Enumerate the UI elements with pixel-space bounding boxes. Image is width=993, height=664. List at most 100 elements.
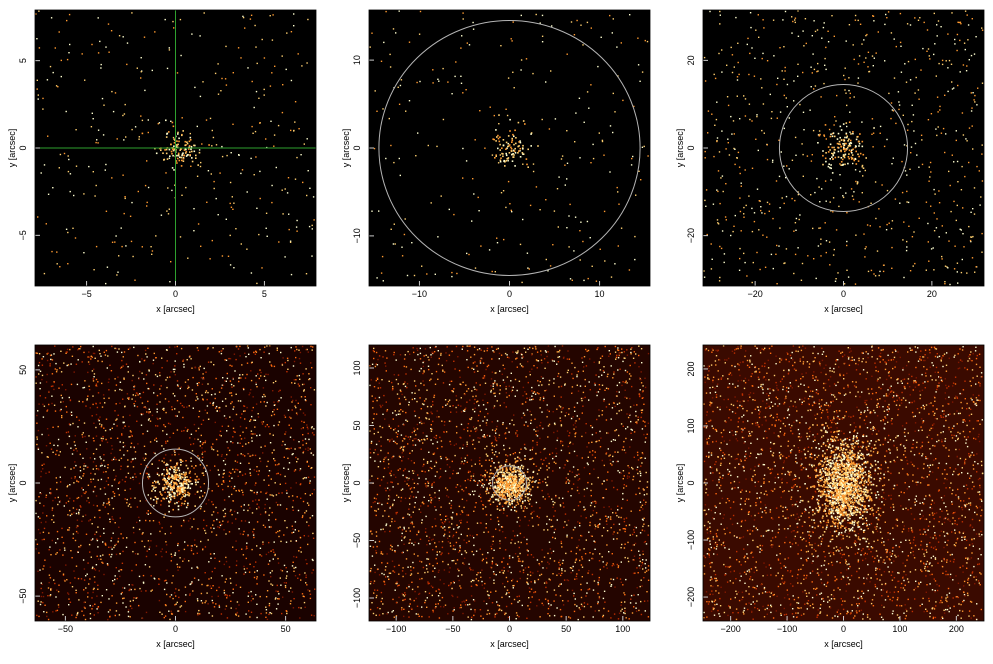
image-pixel bbox=[286, 527, 287, 528]
image-pixel bbox=[760, 78, 761, 79]
image-pixel bbox=[50, 595, 51, 596]
image-pixel bbox=[178, 506, 180, 508]
image-pixel bbox=[255, 131, 256, 132]
image-pixel bbox=[229, 566, 230, 567]
image-pixel bbox=[83, 615, 84, 616]
image-pixel bbox=[762, 19, 763, 20]
image-pixel bbox=[964, 176, 965, 177]
image-pixel bbox=[44, 560, 45, 561]
image-pixel bbox=[249, 456, 250, 457]
image-pixel bbox=[83, 193, 84, 194]
image-pixel bbox=[126, 364, 127, 365]
image-pixel bbox=[527, 253, 528, 254]
image-pixel bbox=[162, 460, 163, 461]
image-pixel bbox=[188, 520, 189, 521]
image-pixel bbox=[875, 218, 876, 219]
image-pixel bbox=[908, 61, 909, 62]
image-pixel bbox=[260, 613, 261, 614]
image-pixel bbox=[123, 454, 124, 455]
image-pixel bbox=[850, 140, 852, 142]
image-pixel bbox=[852, 163, 853, 164]
image-pixel bbox=[286, 69, 287, 70]
image-pixel bbox=[901, 161, 902, 162]
image-pixel bbox=[207, 349, 208, 350]
image-pixel bbox=[539, 599, 540, 600]
image-pixel bbox=[263, 394, 264, 395]
image-pixel bbox=[55, 554, 56, 555]
image-pixel bbox=[558, 586, 559, 587]
image-pixel bbox=[250, 158, 251, 159]
image-pixel bbox=[258, 413, 259, 414]
image-pixel bbox=[125, 481, 126, 482]
image-pixel bbox=[291, 274, 292, 275]
image-pixel bbox=[157, 376, 158, 377]
image-pixel bbox=[378, 210, 379, 211]
image-pixel bbox=[70, 414, 71, 415]
image-pixel bbox=[230, 403, 231, 404]
image-pixel bbox=[37, 544, 38, 545]
image-pixel bbox=[82, 458, 83, 459]
image-pixel bbox=[118, 488, 119, 489]
image-pixel bbox=[63, 542, 64, 543]
image-pixel bbox=[631, 164, 632, 165]
image-pixel bbox=[243, 494, 244, 495]
image-pixel bbox=[739, 270, 740, 271]
image-pixel bbox=[634, 259, 635, 260]
image-pixel bbox=[797, 76, 798, 77]
image-pixel bbox=[507, 160, 509, 162]
image-pixel bbox=[243, 405, 244, 406]
image-pixel bbox=[204, 492, 205, 493]
image-pixel bbox=[504, 165, 506, 167]
image-pixel bbox=[183, 359, 184, 360]
image-pixel bbox=[380, 406, 381, 407]
image-pixel bbox=[570, 278, 571, 279]
image-pixel bbox=[93, 118, 94, 119]
image-pixel bbox=[230, 203, 231, 204]
image-pixel bbox=[873, 273, 874, 274]
image-pixel bbox=[211, 531, 212, 532]
image-pixel bbox=[169, 149, 171, 151]
image-pixel bbox=[221, 524, 222, 525]
image-pixel bbox=[288, 591, 289, 592]
image-pixel bbox=[386, 357, 387, 358]
image-pixel bbox=[124, 587, 125, 588]
image-pixel bbox=[293, 365, 294, 366]
image-pixel bbox=[510, 470, 511, 471]
image-pixel bbox=[282, 357, 283, 358]
image-pixel bbox=[238, 377, 239, 378]
image-pixel bbox=[230, 264, 231, 265]
image-pixel bbox=[724, 253, 725, 254]
image-pixel bbox=[59, 571, 60, 572]
image-pixel bbox=[73, 482, 74, 483]
image-pixel bbox=[165, 426, 166, 427]
image-pixel bbox=[124, 445, 125, 446]
image-pixel bbox=[561, 546, 562, 547]
image-pixel bbox=[266, 596, 267, 597]
image-pixel bbox=[900, 42, 901, 43]
image-pixel bbox=[57, 531, 58, 532]
image-pixel bbox=[102, 406, 103, 407]
image-pixel bbox=[216, 483, 217, 484]
image-pixel bbox=[280, 569, 281, 570]
image-pixel bbox=[787, 84, 788, 85]
image-pixel bbox=[173, 471, 175, 473]
image-pixel bbox=[95, 569, 96, 570]
image-pixel bbox=[547, 436, 548, 437]
image-pixel bbox=[394, 500, 395, 501]
image-pixel bbox=[232, 124, 233, 125]
image-pixel bbox=[423, 384, 424, 385]
image-pixel bbox=[495, 271, 496, 272]
image-pixel bbox=[299, 379, 300, 380]
image-pixel bbox=[249, 616, 250, 617]
image-pixel bbox=[714, 125, 715, 126]
image-pixel bbox=[948, 240, 949, 241]
image-pixel bbox=[241, 413, 242, 414]
image-pixel bbox=[758, 14, 759, 15]
image-pixel bbox=[248, 596, 249, 597]
image-pixel bbox=[449, 571, 450, 572]
image-pixel bbox=[80, 505, 81, 506]
image-pixel bbox=[174, 369, 175, 370]
image-pixel bbox=[589, 552, 590, 553]
image-pixel bbox=[201, 435, 202, 436]
image-pixel bbox=[213, 511, 214, 512]
